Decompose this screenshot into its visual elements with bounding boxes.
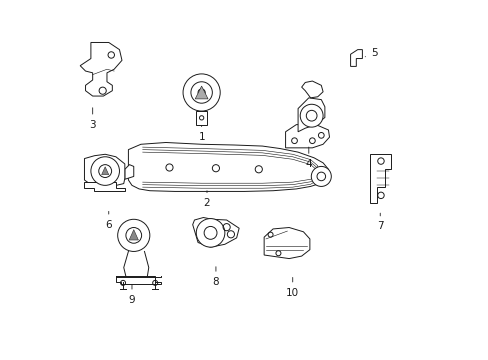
Circle shape [91,157,119,185]
Text: 7: 7 [376,213,383,231]
Text: 1: 1 [198,114,204,142]
Polygon shape [301,81,323,98]
Polygon shape [116,276,160,284]
Polygon shape [192,217,239,247]
Text: 2: 2 [203,191,210,208]
Circle shape [190,82,212,103]
Text: 10: 10 [285,278,299,297]
Polygon shape [84,182,124,191]
Polygon shape [80,42,122,96]
Polygon shape [350,50,362,66]
Polygon shape [129,230,138,240]
Polygon shape [124,165,134,179]
Text: 3: 3 [89,108,96,130]
Text: 4: 4 [305,147,311,169]
Circle shape [198,89,205,96]
Polygon shape [102,167,108,175]
Polygon shape [264,228,309,258]
Polygon shape [285,125,329,148]
Circle shape [125,228,142,243]
Polygon shape [84,154,124,189]
Text: 5: 5 [365,48,377,58]
Polygon shape [196,111,207,125]
Polygon shape [298,98,324,132]
Polygon shape [369,154,390,203]
Text: 9: 9 [128,285,135,305]
Text: 8: 8 [212,267,219,287]
Circle shape [300,104,323,127]
Polygon shape [195,86,207,99]
Circle shape [183,74,220,111]
Polygon shape [128,143,328,192]
Circle shape [118,219,149,251]
Text: 6: 6 [105,211,112,230]
Circle shape [311,166,331,186]
Circle shape [196,219,224,247]
